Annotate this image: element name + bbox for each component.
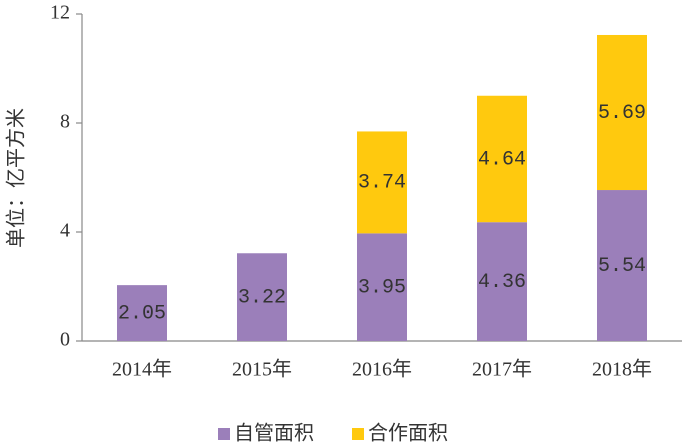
bar-segment	[357, 131, 407, 234]
x-tick-label: 2014年	[112, 358, 172, 381]
data-label: 2.05	[118, 302, 166, 325]
bar-segment	[597, 34, 647, 191]
y-tick-label: 0	[60, 329, 70, 351]
y-tick-label: 12	[50, 2, 70, 24]
legend-swatch	[352, 428, 364, 440]
y-tick-label: 4	[60, 220, 70, 242]
data-label: 3.74	[358, 172, 406, 195]
bar-segment	[597, 190, 647, 341]
bar-segment	[477, 95, 527, 223]
y-axis-label: 单位：亿平方米	[5, 108, 28, 248]
bar-segment	[117, 285, 167, 341]
x-tick-label: 2018年	[592, 358, 652, 381]
data-label: 5.54	[598, 255, 646, 278]
x-tick-label: 2015年	[232, 358, 292, 381]
data-label: 5.69	[598, 102, 646, 125]
x-tick-label: 2016年	[352, 358, 412, 381]
y-tick-label: 8	[60, 111, 70, 133]
legend-swatch	[218, 428, 230, 440]
legend-label: 自管面积	[234, 422, 314, 445]
x-tick-label: 2017年	[472, 358, 532, 381]
bar-segment	[357, 233, 407, 341]
data-label: 3.95	[358, 276, 406, 299]
data-label: 4.36	[478, 271, 526, 294]
data-label: 3.22	[238, 286, 286, 309]
bar-segment	[237, 253, 287, 341]
legend-label: 合作面积	[368, 422, 448, 445]
data-label: 4.64	[478, 148, 526, 171]
bar-segment	[477, 222, 527, 341]
